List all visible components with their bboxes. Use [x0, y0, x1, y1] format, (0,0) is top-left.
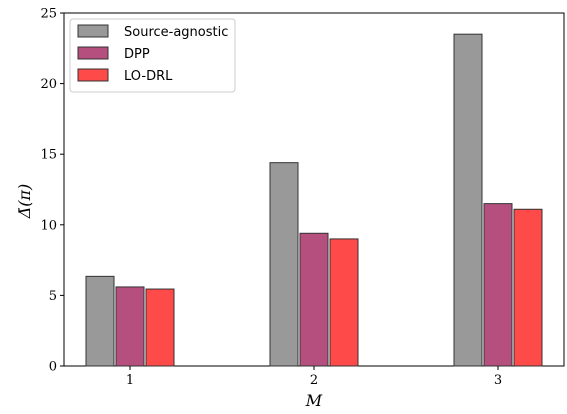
bar-lo-drl-m2: [329, 238, 359, 367]
legend-swatch-source-agnostic: [77, 24, 109, 38]
y-axis: 0 5 10 15 20 25: [40, 7, 64, 375]
legend-swatch-lo-drl: [77, 68, 109, 82]
y-tick-label: 0: [49, 360, 57, 375]
bar-lo-drl-m3: [513, 208, 543, 367]
y-tick-label: 20: [40, 77, 57, 92]
x-tick-label: 1: [126, 373, 134, 388]
bar-lo-drl-m1: [145, 288, 175, 367]
bar-dpp-m1: [115, 286, 145, 367]
legend-label-lo-drl: LO-DRL: [124, 69, 173, 84]
legend-label-source-agnostic: Source-agnostic: [124, 25, 228, 40]
legend-swatch-dpp: [77, 46, 109, 60]
x-tick-label: 3: [494, 373, 502, 388]
bar-source-agnostic-m3: [453, 33, 483, 367]
legend-label-dpp: DPP: [124, 47, 150, 62]
y-axis-label: Δ̄(π): [15, 184, 34, 220]
legend: Source-agnostic DPP LO-DRL: [69, 18, 236, 93]
y-tick-label: 10: [40, 218, 57, 233]
legend-box: [69, 18, 236, 93]
bar-source-agnostic-m1: [85, 275, 115, 367]
x-axis: 1 2 3: [126, 366, 502, 388]
x-axis-label: M: [305, 391, 323, 410]
x-tick-label: 2: [310, 373, 318, 388]
bar-dpp-m2: [299, 232, 329, 367]
bar-source-agnostic-m2: [269, 162, 299, 367]
bar-dpp-m3: [483, 203, 513, 367]
y-tick-label: 25: [40, 7, 57, 22]
y-tick-label: 15: [40, 148, 57, 163]
y-tick-label: 5: [49, 289, 57, 304]
